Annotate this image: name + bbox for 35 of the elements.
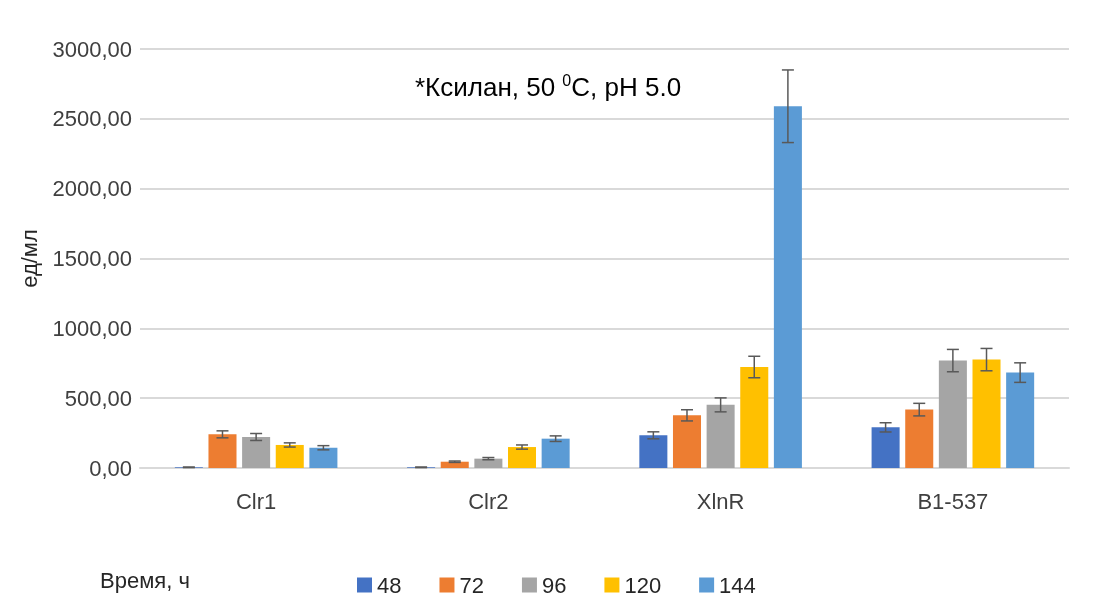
y-tick-label: 0,00 <box>89 455 132 481</box>
bar <box>972 359 1001 468</box>
bar <box>208 434 237 468</box>
bar <box>508 447 537 468</box>
x-tick-label: XlnR <box>696 488 745 514</box>
legend-label: 48 <box>377 572 402 598</box>
y-tick-label: 3000,00 <box>52 36 132 62</box>
y-tick-label: 2500,00 <box>52 106 132 132</box>
bar <box>275 444 304 468</box>
bar <box>541 438 570 468</box>
bar <box>672 415 701 468</box>
y-tick-label: 1500,00 <box>52 246 132 271</box>
bar <box>938 360 967 468</box>
legend-title: Время, ч <box>100 567 190 593</box>
bar <box>905 409 934 468</box>
bar <box>309 447 338 468</box>
bar <box>740 367 769 468</box>
x-tick-label: B1-537 <box>917 488 989 514</box>
bar <box>706 404 735 468</box>
y-tick-label: 2000,00 <box>52 176 132 202</box>
bar <box>242 436 271 468</box>
bar <box>639 435 668 468</box>
bar <box>871 427 900 468</box>
y-tick-label: 500,00 <box>64 385 132 411</box>
x-tick-label: Clr1 <box>235 488 277 514</box>
y-tick-label: 1000,00 <box>52 315 132 341</box>
y-axis-title: ед/мл <box>16 229 42 288</box>
bar <box>773 106 802 468</box>
x-tick-label: Clr2 <box>468 488 509 514</box>
bar <box>1006 372 1035 468</box>
legend-label: 120 <box>624 572 662 598</box>
bar <box>440 461 469 468</box>
legend-label: 96 <box>541 572 567 598</box>
legend-label: 144 <box>719 572 756 598</box>
legend-label: 72 <box>459 572 484 598</box>
